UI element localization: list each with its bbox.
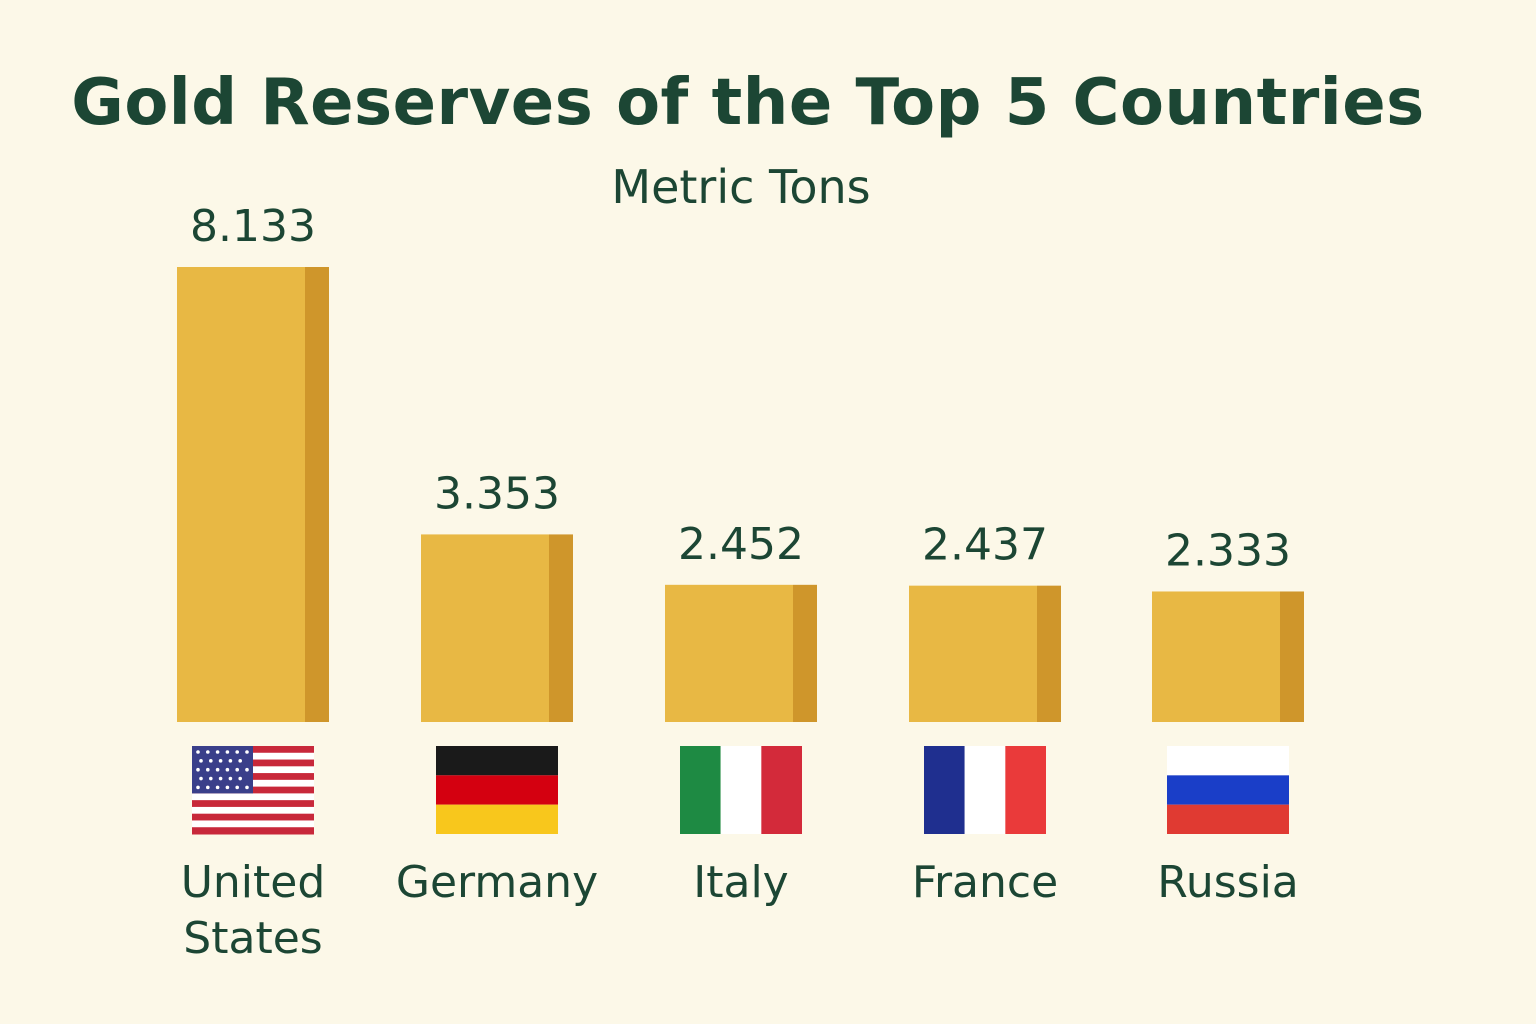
italy-flag-icon xyxy=(680,746,802,834)
bar xyxy=(421,534,549,722)
bar-group: 2.333 Russia xyxy=(1152,525,1304,908)
value-label: 2.437 xyxy=(922,520,1048,571)
bar-side xyxy=(1280,591,1304,722)
bar-side xyxy=(305,267,329,722)
bar xyxy=(665,584,793,722)
bar-side xyxy=(793,584,817,722)
france-flag-icon xyxy=(924,746,1046,834)
value-label: 2.452 xyxy=(678,519,804,570)
category-label: France xyxy=(912,857,1058,908)
category-label: States xyxy=(183,913,322,964)
value-label: 2.333 xyxy=(1165,525,1291,576)
bar-side xyxy=(549,534,573,722)
value-label: 8.133 xyxy=(190,201,316,252)
russia-flag-icon xyxy=(1167,746,1289,834)
bar xyxy=(1152,591,1280,722)
category-label: Germany xyxy=(396,857,598,908)
category-label: Italy xyxy=(693,857,788,908)
bar-group: 3.353 Germany xyxy=(396,468,598,908)
bar xyxy=(177,267,305,722)
bar-side xyxy=(1037,585,1061,722)
bar-group: 2.452 Italy xyxy=(665,519,817,908)
germany-flag-icon xyxy=(436,746,558,834)
bar xyxy=(909,585,1037,722)
bar-group: 2.437 France xyxy=(909,520,1061,908)
us-flag-icon xyxy=(192,746,314,835)
category-label: United xyxy=(181,857,326,908)
chart-subtitle: Metric Tons xyxy=(611,160,871,214)
category-label: Russia xyxy=(1157,857,1299,908)
chart-title: Gold Reserves of the Top 5 Countries xyxy=(71,66,1425,140)
value-label: 3.353 xyxy=(434,468,560,519)
